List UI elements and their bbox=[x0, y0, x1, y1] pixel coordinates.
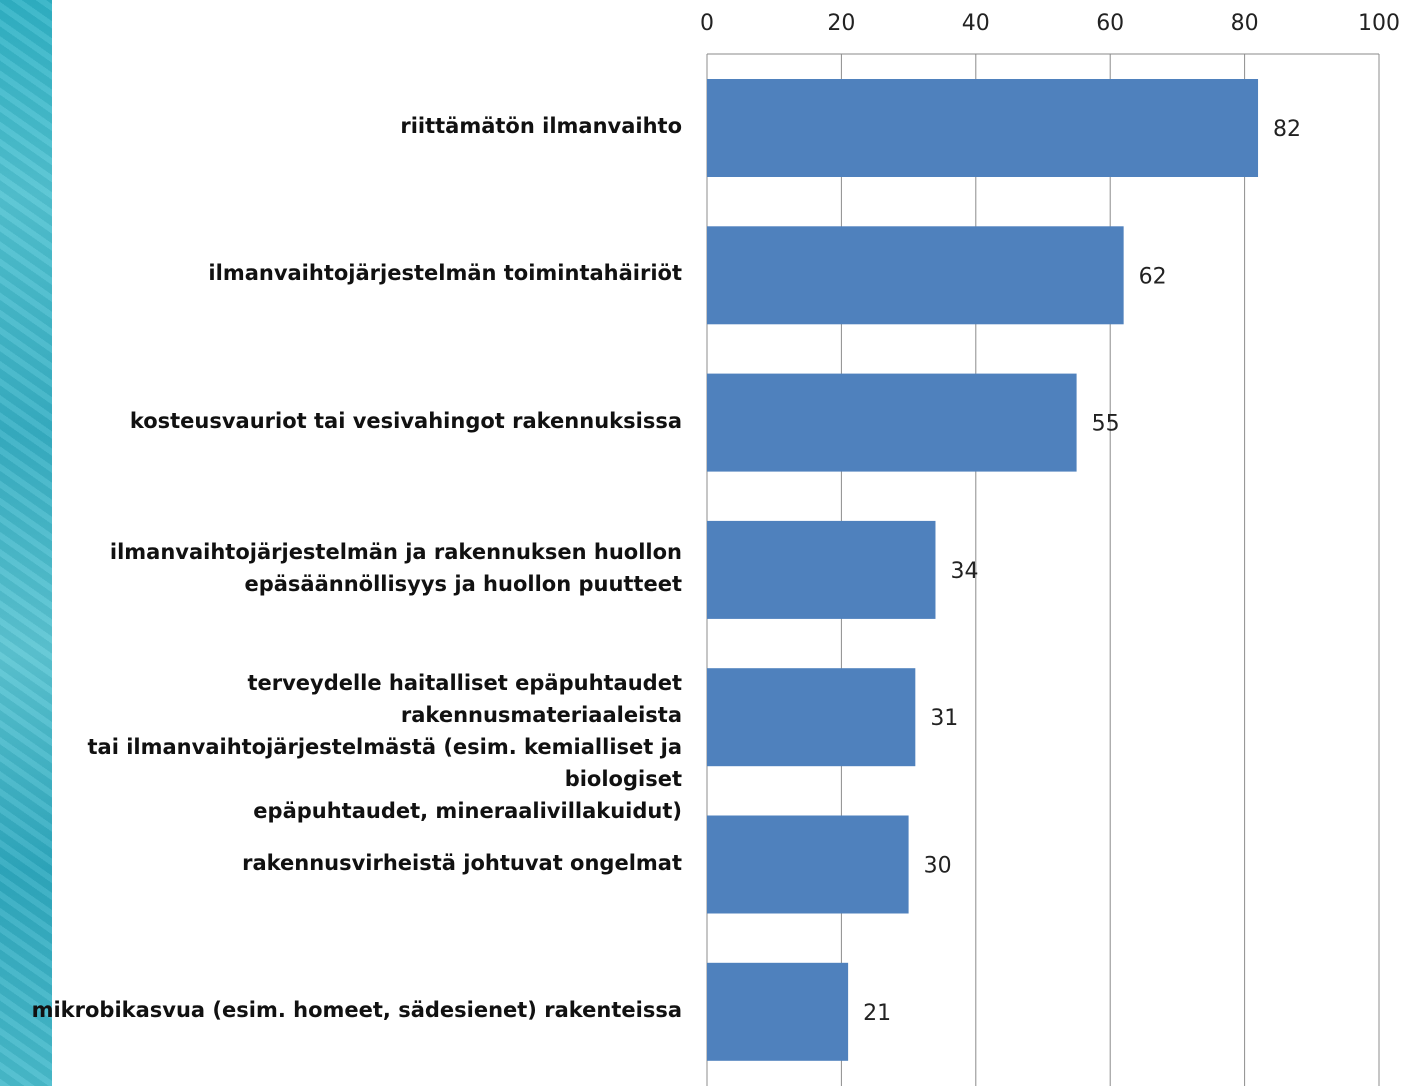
category-label: terveydelle haitalliset epäpuhtaudet rak… bbox=[87, 671, 682, 824]
value-label: 31 bbox=[930, 706, 958, 731]
value-label: 21 bbox=[863, 1001, 891, 1026]
category-label: riittämätön ilmanvaihto bbox=[400, 114, 682, 138]
x-tick-label: 0 bbox=[700, 11, 714, 36]
bar bbox=[707, 520, 936, 619]
category-label: rakennusvirheistä johtuvat ongelmat bbox=[242, 850, 682, 875]
category-label: kosteusvauriot tai vesivahingot rakennuk… bbox=[129, 408, 682, 433]
bar bbox=[707, 79, 1259, 177]
bars bbox=[707, 79, 1259, 1061]
x-axis-ticks: 0 20 40 60 80 100 bbox=[700, 11, 1400, 36]
value-labels: 82 62 55 34 31 30 21 bbox=[863, 117, 1301, 1026]
category-label: mikrobikasvua (esim. homeet, sädesienet)… bbox=[31, 997, 682, 1022]
x-tick-label: 100 bbox=[1358, 11, 1400, 36]
x-tick-label: 80 bbox=[1231, 11, 1259, 36]
category-label: ilmanvaihtojärjestelmän toimintahäiriöt bbox=[208, 261, 682, 286]
bar bbox=[707, 962, 849, 1061]
value-label: 55 bbox=[1092, 412, 1120, 437]
value-label: 82 bbox=[1273, 117, 1301, 142]
value-label: 34 bbox=[950, 559, 978, 584]
value-label: 62 bbox=[1139, 264, 1167, 289]
bar bbox=[707, 226, 1124, 325]
x-tick-label: 20 bbox=[827, 11, 855, 36]
value-label: 30 bbox=[924, 854, 952, 879]
x-tick-label: 40 bbox=[962, 11, 990, 36]
bar bbox=[707, 668, 916, 767]
bar bbox=[707, 815, 909, 914]
bar bbox=[707, 373, 1077, 472]
decorative-side-strip bbox=[0, 0, 52, 1086]
category-label: ilmanvaihtojärjestelmän ja rakennuksen h… bbox=[109, 539, 682, 596]
x-tick-label: 60 bbox=[1096, 11, 1124, 36]
